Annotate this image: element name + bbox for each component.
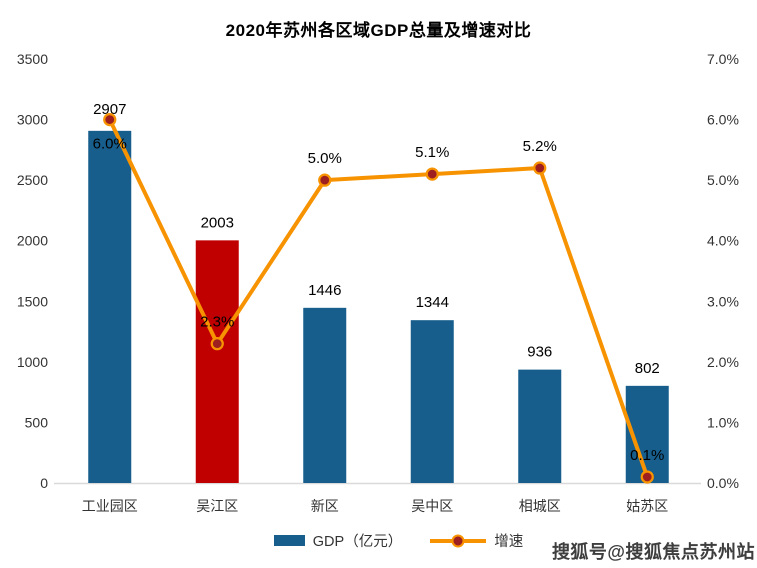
right-axis-tick: 0.0%: [707, 475, 739, 491]
right-axis-tick: 3.0%: [707, 293, 739, 309]
right-axis-tick: 7.0%: [707, 51, 739, 67]
legend-item-growth: 增速: [430, 530, 523, 551]
growth-value-label: 5.1%: [415, 144, 449, 161]
growth-value-label: 5.2%: [523, 138, 557, 155]
right-axis-tick: 6.0%: [707, 112, 739, 128]
bar-value-label: 1446: [308, 282, 341, 299]
growth-marker: [640, 470, 654, 484]
category-label: 新区: [311, 498, 339, 514]
right-axis-tick: 1.0%: [707, 414, 739, 430]
growth-marker: [103, 112, 117, 127]
growth-value-label: 6.0%: [93, 136, 127, 153]
left-axis-tick: 1000: [17, 354, 48, 370]
gdp-bar: [195, 240, 239, 483]
left-axis-tick: 3000: [17, 112, 48, 128]
gdp-bar: [303, 307, 347, 483]
category-label: 相城区: [519, 498, 561, 514]
left-axis-tick: 1500: [17, 293, 48, 309]
bar-value-label: 2907: [93, 101, 126, 118]
gdp-swatch-icon: [273, 535, 305, 546]
growth-marker: [533, 161, 547, 175]
growth-marker: [210, 337, 224, 351]
left-axis-tick: 0: [40, 475, 48, 491]
growth-value-label: 2.3%: [200, 314, 234, 331]
bar-value-label: 2003: [201, 214, 234, 231]
legend-item-gdp: GDP（亿元）: [273, 530, 403, 551]
left-axis-tick: 3500: [17, 51, 48, 67]
growth-dot-icon: [451, 534, 465, 547]
category-label: 工业园区: [82, 498, 138, 514]
category-label: 吴中区: [411, 498, 453, 514]
right-axis-tick: 2.0%: [707, 354, 739, 370]
left-axis-tick: 500: [25, 414, 49, 430]
gdp-bar: [88, 130, 132, 483]
growth-line: [107, 117, 650, 479]
right-axis-tick: 4.0%: [707, 233, 739, 249]
growth-marker: [318, 173, 332, 187]
right-axis-tick: 5.0%: [707, 172, 739, 188]
left-axis-tick: 2000: [17, 233, 48, 249]
bar-value-label: 1344: [416, 294, 449, 311]
growth-marker: [425, 167, 439, 181]
category-label: 吴江区: [196, 498, 238, 514]
growth-line-swatch-icon: [430, 534, 487, 547]
legend-label-growth: 增速: [494, 534, 524, 550]
growth-value-label: 0.1%: [630, 447, 664, 464]
legend: GDP（亿元） 增速: [0, 530, 757, 551]
legend-label-gdp: GDP（亿元）: [312, 534, 403, 550]
gdp-bar: [518, 369, 562, 483]
category-label: 姑苏区: [626, 498, 668, 514]
left-axis-tick: 2500: [17, 172, 48, 188]
bar-value-label: 936: [527, 344, 552, 361]
watermark: 搜狐号@搜狐焦点苏州站: [551, 542, 755, 562]
bar-value-label: 802: [635, 360, 660, 377]
growth-value-label: 5.0%: [308, 150, 342, 167]
chart-title: 2020年苏州各区域GDP总量及增速对比: [225, 21, 532, 40]
gdp-bar: [410, 320, 454, 483]
